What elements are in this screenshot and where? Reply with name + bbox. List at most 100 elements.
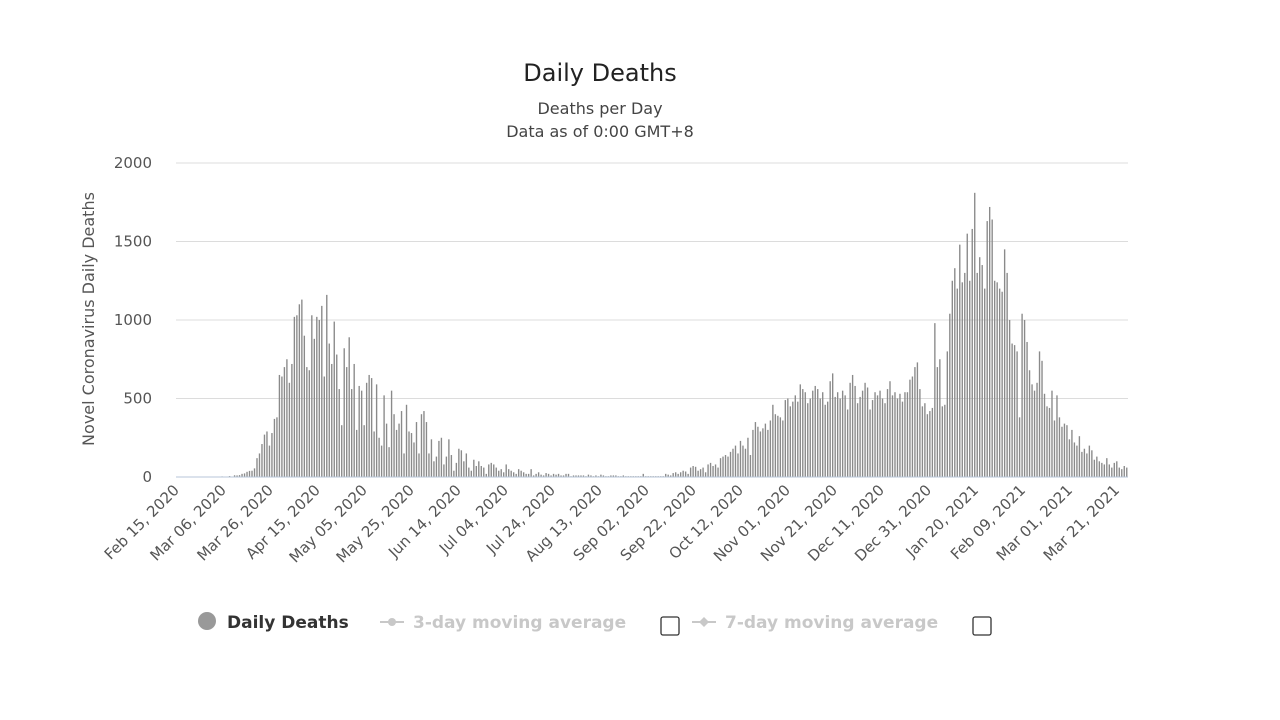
bar[interactable] bbox=[248, 470, 251, 477]
bar[interactable] bbox=[373, 431, 375, 477]
bar[interactable] bbox=[450, 455, 453, 477]
bar[interactable] bbox=[939, 359, 941, 477]
bar[interactable] bbox=[896, 398, 899, 478]
bar[interactable] bbox=[517, 469, 520, 477]
bar[interactable] bbox=[1028, 370, 1031, 477]
bar[interactable] bbox=[1103, 464, 1106, 477]
bar[interactable] bbox=[836, 392, 839, 477]
bar[interactable] bbox=[365, 382, 368, 477]
bar[interactable] bbox=[777, 415, 779, 477]
bar[interactable] bbox=[341, 425, 343, 477]
bar[interactable] bbox=[303, 335, 306, 477]
bar[interactable] bbox=[1016, 351, 1018, 477]
bar[interactable] bbox=[545, 473, 547, 477]
bar[interactable] bbox=[318, 320, 320, 477]
bar[interactable] bbox=[445, 456, 448, 477]
bar[interactable] bbox=[881, 398, 884, 478]
bar[interactable] bbox=[739, 440, 742, 477]
bar[interactable] bbox=[595, 475, 597, 477]
bar[interactable] bbox=[475, 466, 477, 477]
bar[interactable] bbox=[550, 475, 552, 477]
bar[interactable] bbox=[787, 398, 789, 478]
bar[interactable] bbox=[959, 244, 961, 477]
bar[interactable] bbox=[306, 367, 308, 477]
bar[interactable] bbox=[762, 428, 764, 477]
bar[interactable] bbox=[906, 392, 909, 477]
bar[interactable] bbox=[278, 374, 281, 477]
bar[interactable] bbox=[271, 433, 273, 477]
bar[interactable] bbox=[316, 316, 318, 477]
bar[interactable] bbox=[1086, 453, 1088, 477]
bar[interactable] bbox=[1121, 469, 1123, 477]
bar[interactable] bbox=[415, 422, 418, 477]
bar[interactable] bbox=[557, 473, 560, 477]
bar[interactable] bbox=[331, 363, 333, 477]
bar[interactable] bbox=[964, 272, 966, 477]
bar[interactable] bbox=[926, 414, 929, 477]
bar[interactable] bbox=[949, 313, 951, 477]
bar[interactable] bbox=[323, 376, 325, 477]
bar[interactable] bbox=[256, 458, 258, 477]
bar[interactable] bbox=[849, 382, 851, 477]
bar[interactable] bbox=[1026, 341, 1028, 477]
bar[interactable] bbox=[440, 437, 443, 477]
bar[interactable] bbox=[944, 404, 946, 477]
bar[interactable] bbox=[752, 429, 754, 477]
bar[interactable] bbox=[1083, 448, 1086, 477]
bar[interactable] bbox=[744, 448, 747, 477]
bar[interactable] bbox=[832, 373, 834, 477]
bar[interactable] bbox=[383, 395, 385, 477]
bar[interactable] bbox=[851, 374, 854, 477]
bar[interactable] bbox=[363, 425, 365, 477]
bar[interactable] bbox=[799, 384, 801, 477]
bar[interactable] bbox=[886, 389, 889, 477]
bar[interactable] bbox=[375, 384, 378, 477]
bar[interactable] bbox=[433, 461, 435, 477]
bar[interactable] bbox=[974, 192, 976, 477]
bar[interactable] bbox=[764, 423, 767, 477]
bar[interactable] bbox=[1126, 467, 1128, 477]
bar[interactable] bbox=[1096, 456, 1098, 477]
bar[interactable] bbox=[301, 299, 303, 477]
bar[interactable] bbox=[328, 343, 330, 477]
bar[interactable] bbox=[712, 466, 714, 477]
bar[interactable] bbox=[709, 462, 712, 477]
bar[interactable] bbox=[961, 282, 963, 477]
bar[interactable] bbox=[772, 404, 774, 477]
bar[interactable] bbox=[984, 288, 986, 477]
bar[interactable] bbox=[916, 362, 919, 477]
bar[interactable] bbox=[1036, 382, 1038, 477]
bar[interactable] bbox=[729, 451, 732, 477]
bar[interactable] bbox=[747, 437, 749, 477]
bar[interactable] bbox=[864, 382, 866, 477]
bar[interactable] bbox=[946, 351, 948, 477]
bar[interactable] bbox=[532, 475, 535, 477]
bar[interactable] bbox=[936, 367, 939, 477]
bar[interactable] bbox=[689, 467, 692, 477]
bar[interactable] bbox=[485, 473, 487, 477]
bar[interactable] bbox=[642, 473, 644, 477]
bar[interactable] bbox=[1001, 291, 1003, 477]
bar[interactable] bbox=[734, 445, 737, 477]
bar[interactable] bbox=[979, 257, 981, 477]
bar[interactable] bbox=[911, 376, 914, 477]
bar[interactable] bbox=[794, 395, 796, 477]
bar[interactable] bbox=[542, 475, 545, 477]
bar[interactable] bbox=[547, 473, 550, 477]
bar[interactable] bbox=[687, 473, 689, 477]
bar[interactable] bbox=[874, 392, 876, 477]
bar[interactable] bbox=[1073, 442, 1076, 477]
bar[interactable] bbox=[986, 221, 988, 477]
bar[interactable] bbox=[393, 414, 395, 477]
bar[interactable] bbox=[378, 437, 380, 477]
bar[interactable] bbox=[719, 458, 722, 477]
bar[interactable] bbox=[1021, 313, 1023, 477]
bar[interactable] bbox=[1013, 345, 1016, 477]
bar[interactable] bbox=[1068, 439, 1071, 477]
bar[interactable] bbox=[1118, 467, 1120, 477]
legend-item-3-day-moving-average[interactable]: 3-day moving average bbox=[380, 613, 626, 633]
bar[interactable] bbox=[238, 475, 241, 477]
bar[interactable] bbox=[931, 407, 934, 477]
bar[interactable] bbox=[670, 475, 672, 477]
bar[interactable] bbox=[326, 294, 328, 477]
